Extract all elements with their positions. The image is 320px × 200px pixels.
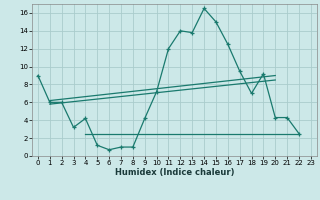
X-axis label: Humidex (Indice chaleur): Humidex (Indice chaleur) <box>115 168 234 177</box>
